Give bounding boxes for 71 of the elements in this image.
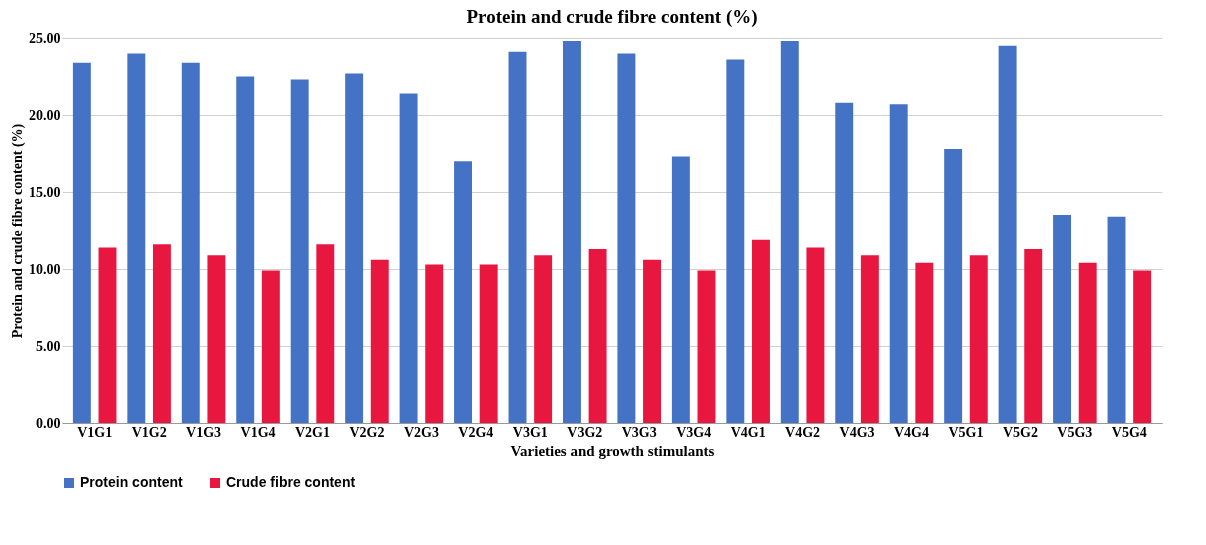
bar bbox=[399, 93, 418, 423]
bar bbox=[860, 255, 879, 423]
x-tick-label: V4G4 bbox=[894, 424, 929, 440]
bar bbox=[236, 76, 255, 423]
bar bbox=[780, 41, 799, 423]
x-tick-label: V4G3 bbox=[839, 424, 875, 440]
bar bbox=[588, 248, 607, 423]
bar bbox=[889, 104, 908, 423]
x-tick-label: V3G2 bbox=[567, 424, 603, 440]
bar bbox=[915, 262, 934, 423]
bar bbox=[425, 264, 444, 423]
x-tick-label: V2G2 bbox=[349, 424, 385, 440]
y-tick-label: 15.00 bbox=[29, 184, 61, 200]
bar bbox=[806, 247, 825, 423]
x-tick-label: V2G3 bbox=[403, 424, 439, 440]
legend-label: Protein content bbox=[80, 474, 184, 490]
x-tick-label: V1G3 bbox=[186, 424, 222, 440]
y-tick-label: 0.00 bbox=[36, 415, 61, 431]
bar bbox=[316, 244, 335, 423]
bar bbox=[479, 264, 498, 423]
x-tick-label: V1G4 bbox=[240, 424, 276, 440]
bar bbox=[726, 59, 745, 423]
bar bbox=[370, 259, 389, 423]
bar bbox=[152, 244, 171, 423]
bar bbox=[98, 247, 117, 423]
x-tick-label: V4G2 bbox=[785, 424, 821, 440]
legend-label: Crude fibre content bbox=[226, 474, 356, 490]
y-tick-label: 25.00 bbox=[29, 30, 61, 46]
y-tick-label: 20.00 bbox=[29, 107, 61, 123]
bar bbox=[1107, 216, 1126, 423]
x-tick-label: V5G1 bbox=[948, 424, 984, 440]
bar bbox=[1053, 215, 1072, 423]
bar bbox=[751, 239, 770, 423]
bar bbox=[835, 102, 854, 423]
bar bbox=[643, 259, 662, 423]
x-tick-label: V3G3 bbox=[621, 424, 657, 440]
x-tick-label: V5G4 bbox=[1111, 424, 1147, 440]
x-tick-label: V1G2 bbox=[131, 424, 167, 440]
x-axis-title: Varieties and growth stimulants bbox=[510, 442, 715, 459]
bar bbox=[1078, 262, 1097, 423]
bar bbox=[1133, 270, 1152, 423]
bar bbox=[944, 148, 963, 423]
bar bbox=[1024, 248, 1043, 423]
bar bbox=[454, 161, 473, 423]
bar bbox=[508, 51, 527, 423]
bar bbox=[261, 270, 280, 423]
bar bbox=[181, 62, 200, 423]
bar bbox=[969, 255, 988, 423]
chart-title: Protein and crude fibre content (%) bbox=[466, 6, 758, 28]
y-tick-label: 5.00 bbox=[36, 338, 61, 354]
bar bbox=[562, 41, 581, 423]
bar bbox=[345, 73, 364, 423]
bar bbox=[72, 62, 91, 423]
x-tick-label: V2G4 bbox=[458, 424, 494, 440]
x-tick-label: V1G1 bbox=[77, 424, 113, 440]
y-tick-label: 10.00 bbox=[29, 261, 61, 277]
y-axis-title: Protein and crude fibre content (%) bbox=[10, 123, 26, 339]
bar bbox=[617, 53, 636, 423]
bar bbox=[671, 156, 690, 423]
x-tick-label: V2G1 bbox=[295, 424, 330, 440]
x-tick-label: V5G3 bbox=[1057, 424, 1093, 440]
bar bbox=[290, 79, 309, 423]
x-tick-label: V4G1 bbox=[730, 424, 766, 440]
x-tick-label: V5G2 bbox=[1002, 424, 1038, 440]
bar bbox=[207, 255, 226, 423]
bar bbox=[998, 45, 1017, 423]
bar bbox=[534, 255, 553, 423]
x-tick-label: V3G1 bbox=[512, 424, 548, 440]
bar bbox=[697, 270, 716, 423]
bar bbox=[127, 53, 146, 423]
x-tick-label: V3G4 bbox=[676, 424, 712, 440]
